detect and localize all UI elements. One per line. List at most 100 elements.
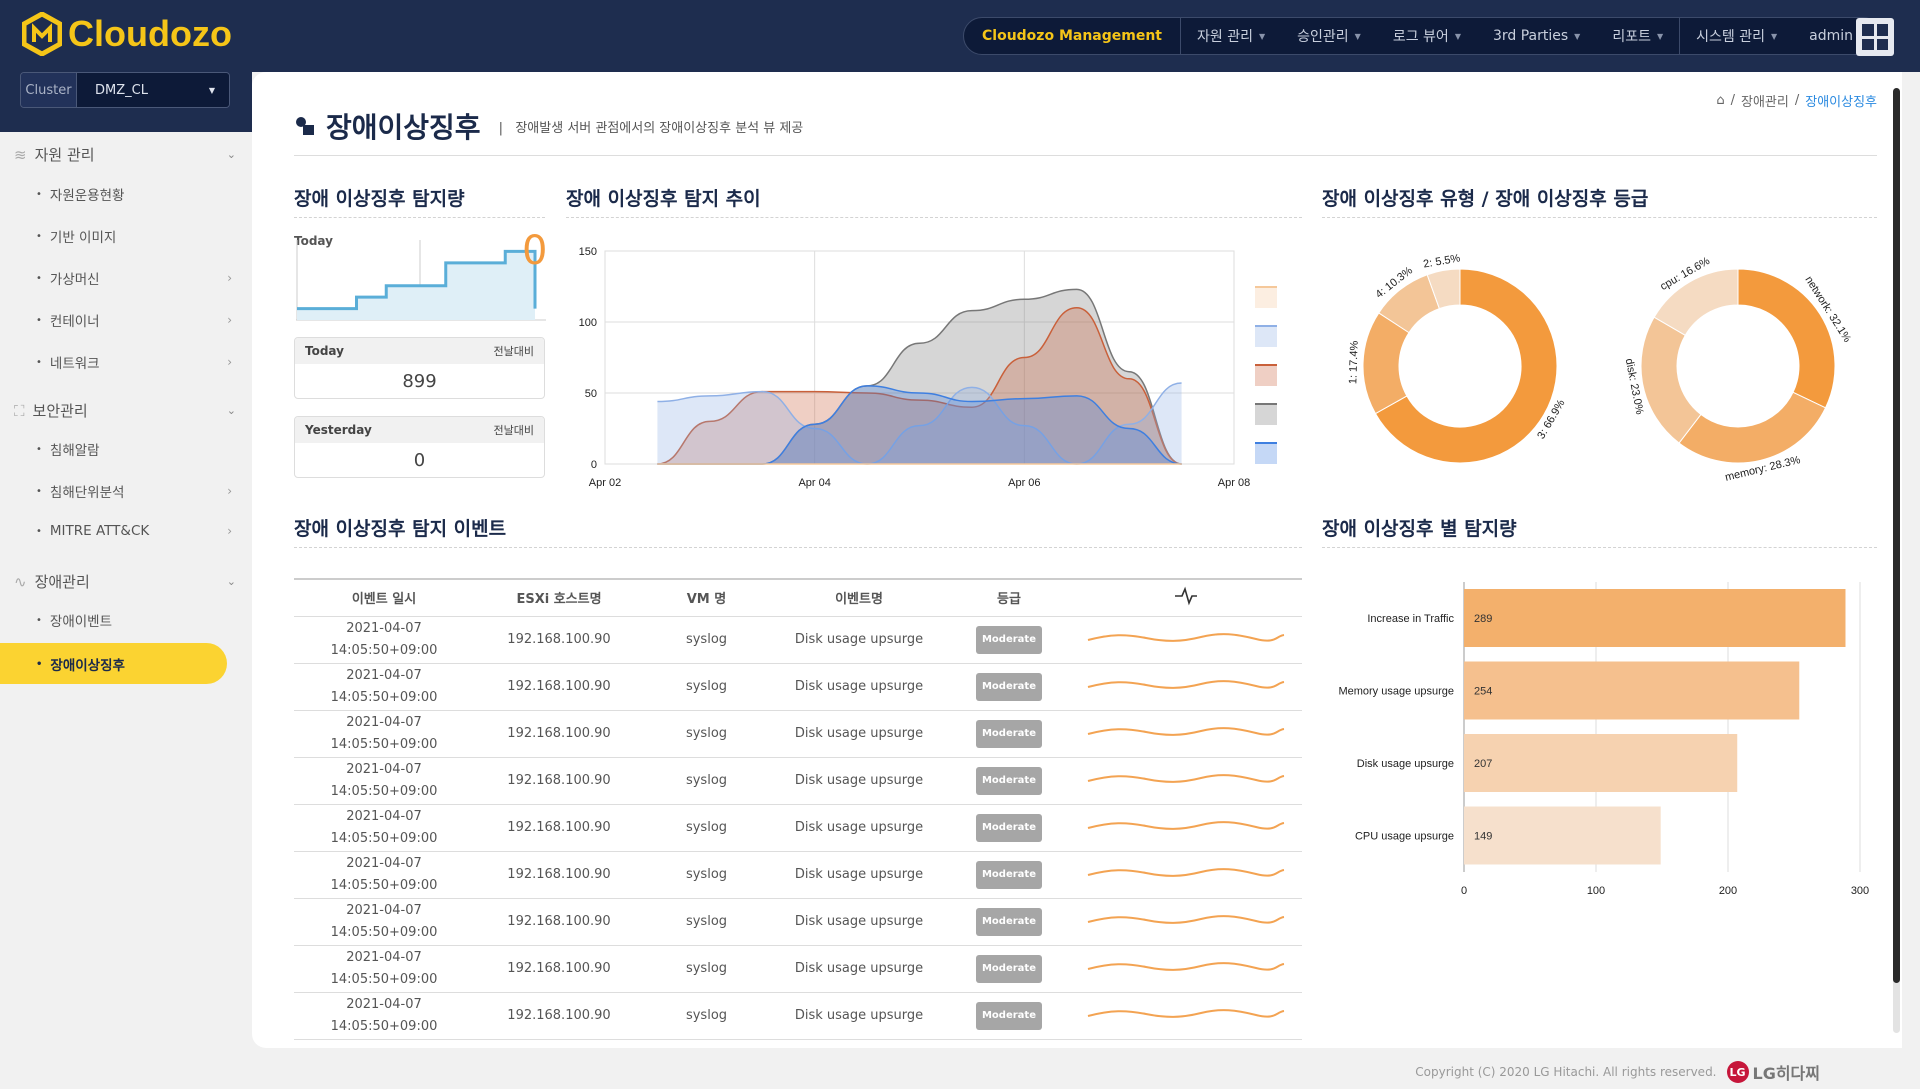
nav-resource[interactable]: 자원 관리 ▼ (1181, 18, 1281, 54)
legend-swatch-line (1255, 286, 1277, 288)
yesterday-card: Yesterday 전날대비 0 (294, 416, 545, 478)
nav-3rd-parties[interactable]: 3rd Parties ▼ (1477, 18, 1596, 54)
sidebar-item-base-image[interactable]: • 기반 이미지 (36, 226, 232, 246)
table-row[interactable]: 2021-04-07 14:05:50+09:00 192.168.100.90 … (294, 663, 1302, 711)
breadcrumb-fault[interactable]: 장애관리 (1741, 95, 1789, 110)
legend-swatch-line (1255, 442, 1277, 444)
sidebar-group-security[interactable]: ⛶ 보안관리 ⌄ (14, 400, 236, 421)
table-row[interactable]: 2021-04-07 14:05:50+09:00 192.168.100.90 … (294, 616, 1302, 664)
cell-grade: Moderate (949, 663, 1069, 711)
grade-badge: Moderate (975, 625, 1042, 654)
sidebar-item-vm[interactable]: • 가상머신 › (36, 268, 232, 288)
grade-badge: Moderate (975, 813, 1042, 842)
bar-value-label: 149 (1474, 831, 1492, 843)
legend-swatch-line (1255, 364, 1277, 366)
cell-grade: Moderate (949, 710, 1069, 758)
sidebar-item-fault-event[interactable]: • 장애이벤트 (36, 610, 232, 630)
cell-datetime: 2021-04-07 14:05:50+09:00 (294, 616, 474, 664)
chevron-right-icon: › (227, 524, 232, 538)
scrollbar[interactable] (1893, 88, 1900, 1033)
sidebar-item-container[interactable]: • 컨테이너 › (36, 310, 232, 330)
chevron-right-icon: › (227, 313, 232, 327)
cell-sparkline (1069, 616, 1302, 664)
sidebar-group-fault[interactable]: ∿ 장애관리 ⌄ (14, 571, 236, 592)
nav-label: admin (1809, 28, 1854, 44)
cell-sparkline (1069, 992, 1302, 1040)
y-tick-label: 100 (579, 317, 597, 329)
cell-grade: Moderate (949, 992, 1069, 1040)
sidebar-item-fault-anomaly[interactable]: • 장애이상징후 (36, 654, 232, 674)
cell-event: Disk usage upsurge (769, 616, 949, 664)
legend-swatch (1255, 286, 1277, 308)
legend-swatch (1255, 364, 1277, 386)
donut-slice (1653, 268, 1739, 336)
col-event[interactable]: 이벤트명 (769, 578, 949, 617)
col-vm[interactable]: VM 명 (644, 578, 769, 617)
grade-badge: Moderate (975, 907, 1042, 936)
bar-chart: 0 100 200 300 289 Increase in Traffic 254 Memor… (1338, 582, 1869, 897)
group-label: 자원 관리 (34, 146, 95, 164)
table-row[interactable]: 2021-04-07 14:05:50+09:00 192.168.100.90 … (294, 710, 1302, 758)
caret-down-icon: ▼ (1770, 31, 1778, 41)
nav-cloudozo-management[interactable]: Cloudozo Management (964, 18, 1181, 54)
table-row[interactable]: 2021-04-07 14:05:50+09:00 192.168.100.90 … (294, 945, 1302, 993)
nav-label: Cloudozo Management (982, 28, 1162, 44)
cell-datetime: 2021-04-07 14:05:50+09:00 (294, 663, 474, 711)
table-row[interactable]: 2021-04-07 14:05:50+09:00 192.168.100.90 … (294, 992, 1302, 1040)
sidebar-item-network[interactable]: • 네트워크 › (36, 352, 232, 372)
main-nav: Cloudozo Management 자원 관리 ▼ 승인관리 ▼ 로그 뷰어 ▼ … (963, 17, 1883, 55)
table-row[interactable]: 2021-04-07 14:05:50+09:00 192.168.100.90 … (294, 804, 1302, 852)
item-label: 기반 이미지 (49, 230, 117, 246)
today-label: Today (305, 344, 344, 358)
chevron-down-icon: ⌄ (226, 404, 236, 417)
cell-datetime: 2021-04-07 14:05:50+09:00 (294, 710, 474, 758)
page-header: 장애이상징후 | 장애발생 서버 관점에서의 장애이상징후 분석 뷰 제공 (294, 106, 803, 146)
bar (1464, 734, 1738, 792)
cluster-select[interactable]: Cluster DMZ_CL ▼ (20, 72, 230, 108)
item-label: 가상머신 (49, 272, 100, 288)
sidebar-group-resource[interactable]: ≋ 자원 관리 ⌄ (14, 144, 236, 165)
nav-label: 시스템 관리 (1696, 29, 1765, 45)
pulse-icon: ∿ (14, 572, 27, 591)
nav-approval[interactable]: 승인관리 ▼ (1281, 18, 1377, 54)
caret-down-icon: ▼ (208, 85, 215, 95)
bar-category-label: CPU usage upsurge (1355, 831, 1454, 843)
sidebar-item-alarm[interactable]: • 침해알람 (36, 439, 232, 459)
cell-datetime: 2021-04-07 14:05:50+09:00 (294, 992, 474, 1040)
cell-host: 192.168.100.90 (474, 992, 644, 1040)
grade-badge: Moderate (975, 954, 1042, 983)
logo[interactable]: Cloudozo (22, 12, 232, 56)
cell-host: 192.168.100.90 (474, 898, 644, 946)
nav-system[interactable]: 시스템 관리 ▼ (1679, 18, 1793, 54)
table-row[interactable]: 2021-04-07 14:05:50+09:00 192.168.100.90 … (294, 898, 1302, 946)
col-host[interactable]: ESXi 호스트명 (474, 578, 644, 617)
chevron-right-icon: › (227, 271, 232, 285)
cluster-label: Cluster (21, 73, 77, 107)
cell-datetime: 2021-04-07 14:05:50+09:00 (294, 945, 474, 993)
spark-label: Today (294, 234, 333, 248)
sidebar-item-resource-status[interactable]: • 자원운용현황 (36, 184, 232, 204)
nav-report[interactable]: 리포트 ▼ (1596, 18, 1679, 54)
col-grade[interactable]: 등급 (949, 578, 1069, 617)
col-date[interactable]: 이벤트 일시 (294, 578, 474, 617)
bar-category-label: Increase in Traffic (1367, 613, 1454, 625)
item-label: 네트워크 (49, 356, 100, 372)
cell-event: Disk usage upsurge (769, 851, 949, 899)
sidebar-item-mitre[interactable]: • MITRE ATT&CK › (36, 523, 232, 539)
spark-value: 0 (522, 228, 548, 274)
cell-event: Disk usage upsurge (769, 992, 949, 1040)
sidebar-item-intrusion-analysis[interactable]: • 침해단위분석 › (36, 481, 232, 501)
row-sparkline (1087, 914, 1284, 924)
cell-sparkline (1069, 898, 1302, 946)
cell-grade: Moderate (949, 851, 1069, 899)
grid-menu-icon[interactable] (1856, 18, 1894, 56)
table-row[interactable]: 2021-04-07 14:05:50+09:00 192.168.100.90 … (294, 757, 1302, 805)
x-tick-label: 0 (1461, 885, 1467, 897)
caret-down-icon: ▼ (1354, 31, 1361, 41)
cell-grade: Moderate (949, 898, 1069, 946)
home-icon[interactable]: ⌂ (1716, 93, 1725, 108)
nav-label: 로그 뷰어 (1392, 29, 1449, 45)
caret-down-icon: ▼ (1656, 31, 1664, 41)
nav-log-viewer[interactable]: 로그 뷰어 ▼ (1377, 18, 1477, 54)
table-row[interactable]: 2021-04-07 14:05:50+09:00 192.168.100.90 … (294, 851, 1302, 899)
